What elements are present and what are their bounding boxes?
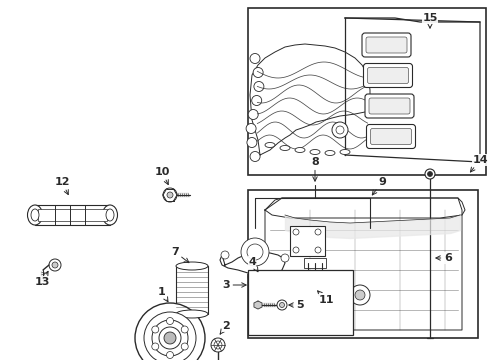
Ellipse shape [106,209,114,221]
Text: 2: 2 [220,321,230,334]
Ellipse shape [340,149,350,154]
Circle shape [281,254,289,262]
Ellipse shape [325,150,335,156]
Circle shape [221,251,229,259]
Circle shape [159,327,181,349]
Ellipse shape [102,205,118,225]
Text: 11: 11 [318,291,334,305]
Ellipse shape [176,262,208,270]
Circle shape [350,285,370,305]
Polygon shape [265,198,462,330]
Circle shape [163,188,177,202]
FancyBboxPatch shape [368,68,409,84]
Text: 8: 8 [311,157,319,181]
Polygon shape [345,18,480,162]
Text: 3: 3 [222,280,246,290]
Text: 14: 14 [470,155,488,172]
Ellipse shape [31,209,39,221]
Circle shape [167,318,173,324]
Text: 1: 1 [158,287,168,302]
Ellipse shape [265,143,275,148]
Circle shape [250,152,260,162]
FancyBboxPatch shape [367,125,416,148]
Bar [304,258,326,268]
Circle shape [214,341,222,349]
Circle shape [49,259,61,271]
Circle shape [252,95,262,105]
Circle shape [277,300,287,310]
FancyBboxPatch shape [370,129,412,144]
FancyBboxPatch shape [364,63,413,87]
Circle shape [164,332,176,344]
Bar [290,226,325,256]
Bar [248,190,478,338]
Text: 12: 12 [54,177,70,194]
FancyBboxPatch shape [366,37,407,53]
Circle shape [254,81,264,91]
Ellipse shape [27,205,43,225]
Circle shape [247,244,263,260]
Bar [176,266,208,314]
Circle shape [211,338,225,352]
Circle shape [181,343,188,350]
Bar [248,270,353,335]
FancyBboxPatch shape [369,98,410,114]
Ellipse shape [176,310,208,318]
Ellipse shape [280,145,290,150]
Circle shape [181,326,188,333]
FancyBboxPatch shape [362,33,411,57]
Polygon shape [220,252,285,276]
Circle shape [293,229,299,235]
Ellipse shape [310,149,320,154]
Circle shape [248,109,258,120]
Text: 5: 5 [289,300,304,310]
Circle shape [246,123,256,134]
Circle shape [152,320,188,356]
Bar [300,270,330,288]
Ellipse shape [295,148,305,153]
Bar [38,209,107,221]
Circle shape [144,312,196,360]
Circle shape [355,290,365,300]
Circle shape [248,273,256,281]
Text: 10: 10 [154,167,170,185]
Circle shape [247,138,257,148]
Circle shape [52,262,58,268]
Circle shape [332,122,348,138]
Circle shape [152,343,159,350]
FancyBboxPatch shape [365,94,414,118]
Circle shape [293,247,299,253]
Circle shape [315,229,321,235]
Circle shape [425,169,435,179]
Circle shape [315,247,321,253]
Circle shape [253,68,263,77]
Text: 13: 13 [34,271,49,287]
Circle shape [135,303,205,360]
Polygon shape [265,198,465,218]
Circle shape [167,192,173,198]
Bar [248,8,486,175]
Text: 9: 9 [372,177,386,195]
Text: 7: 7 [171,247,189,263]
Circle shape [241,238,269,266]
Circle shape [427,171,433,176]
Circle shape [167,351,173,359]
Circle shape [336,126,344,134]
Text: 15: 15 [422,13,438,28]
Circle shape [279,302,285,307]
Polygon shape [250,44,370,155]
Circle shape [152,326,159,333]
Text: 4: 4 [248,257,258,272]
Bar [35,205,110,225]
Polygon shape [254,301,262,309]
Text: 6: 6 [436,253,452,263]
Circle shape [250,54,260,63]
